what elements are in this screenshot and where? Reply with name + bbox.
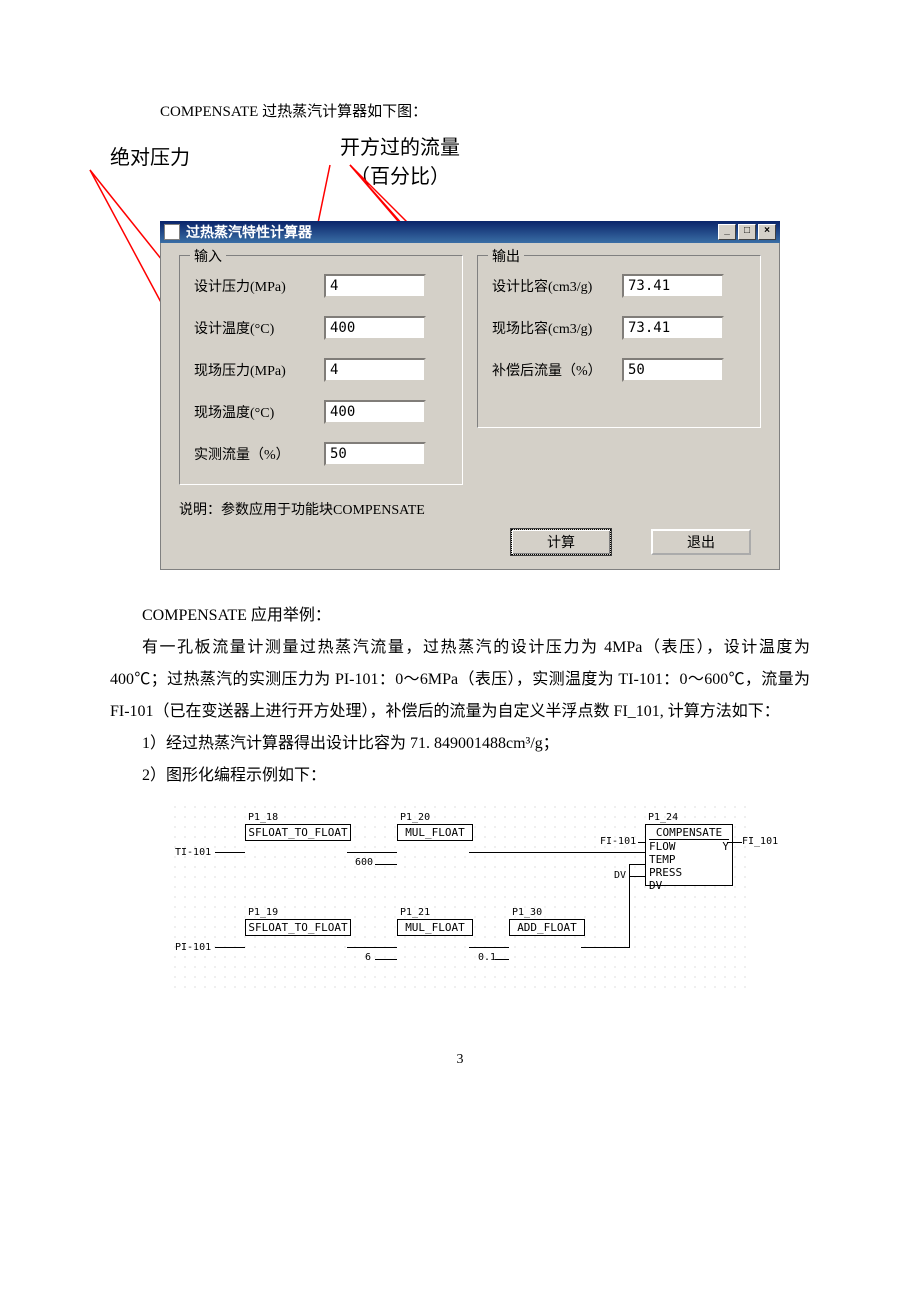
- titlebar: 过热蒸汽特性计算器 _ □ ×: [160, 221, 780, 243]
- output-group-title: 输出: [488, 246, 524, 266]
- block-p1-30-tag: P1_30: [512, 907, 542, 918]
- signal-fi101-in: FI-101: [600, 836, 636, 847]
- output-group: 输出 设计比容(cm3/g) 现场比容(cm3/g) 补偿后流量（%）: [477, 255, 761, 428]
- block-p1-19: SFLOAT_TO_FLOAT: [245, 919, 351, 936]
- block-p1-18-tag: P1_18: [248, 812, 278, 823]
- measured-flow-input[interactable]: [324, 442, 426, 466]
- site-pressure-label: 现场压力(MPa): [194, 360, 324, 380]
- signal-fi101-out: FI_101: [742, 836, 778, 847]
- measured-flow-label: 实测流量（%）: [194, 444, 324, 464]
- calculate-button[interactable]: 计算: [511, 529, 611, 555]
- annotation-area: 绝对压力 开方过的流量 （百分比）: [110, 141, 810, 221]
- minimize-button[interactable]: _: [718, 224, 736, 240]
- block-p1-21: MUL_FLOAT: [397, 919, 473, 936]
- annotation-sqrt-flow: 开方过的流量 （百分比）: [340, 131, 460, 189]
- note-text: 说明：参数应用于功能块COMPENSATE: [179, 499, 761, 519]
- example-item-2: 2）图形化编程示例如下：: [110, 760, 810, 792]
- window-title: 过热蒸汽特性计算器: [186, 222, 312, 242]
- close-button[interactable]: ×: [758, 224, 776, 240]
- app-icon: [164, 224, 180, 240]
- calculator-window: 过热蒸汽特性计算器 _ □ × 输入 设计压力(MPa) 设计温度(°C): [160, 221, 780, 570]
- annotation-absolute-pressure: 绝对压力: [110, 141, 190, 170]
- site-volume-label: 现场比容(cm3/g): [492, 318, 622, 338]
- const-6: 6: [365, 952, 371, 963]
- design-temp-input[interactable]: [324, 316, 426, 340]
- input-group: 输入 设计压力(MPa) 设计温度(°C) 现场压力(MPa) 现场温度: [179, 255, 463, 485]
- site-temp-label: 现场温度(°C): [194, 402, 324, 422]
- block-p1-19-tag: P1_19: [248, 907, 278, 918]
- block-p1-20-tag: P1_20: [400, 812, 430, 823]
- block-p1-21-tag: P1_21: [400, 907, 430, 918]
- signal-dv: DV: [614, 870, 626, 881]
- example-paragraph: 有一孔板流量计测量过热蒸汽流量，过热蒸汽的设计压力为 4MPa（表压），设计温度…: [110, 632, 810, 728]
- comp-flow-output: [622, 358, 724, 382]
- const-600: 600: [355, 857, 373, 868]
- maximize-button[interactable]: □: [738, 224, 756, 240]
- signal-pi101: PI-101: [175, 942, 211, 953]
- design-volume-label: 设计比容(cm3/g): [492, 276, 622, 296]
- comp-flow-label: 补偿后流量（%）: [492, 360, 622, 380]
- design-pressure-input[interactable]: [324, 274, 426, 298]
- block-p1-24: COMPENSATE FLOWY TEMP PRESS DV: [645, 824, 733, 886]
- input-group-title: 输入: [190, 246, 226, 266]
- example-item-1: 1）经过热蒸汽计算器得出设计比容为 71. 849001488cm³/g；: [110, 728, 810, 760]
- block-p1-18: SFLOAT_TO_FLOAT: [245, 824, 351, 841]
- block-p1-30: ADD_FLOAT: [509, 919, 585, 936]
- site-pressure-input[interactable]: [324, 358, 426, 382]
- block-p1-24-tag: P1_24: [648, 812, 678, 823]
- page-number: 3: [110, 1052, 810, 1068]
- exit-button[interactable]: 退出: [651, 529, 751, 555]
- function-block-diagram: TI-101 P1_18 SFLOAT_TO_FLOAT 600 P1_20 M…: [170, 802, 750, 992]
- signal-ti101: TI-101: [175, 847, 211, 858]
- intro-heading: COMPENSATE 过热蒸汽计算器如下图：: [160, 100, 810, 121]
- block-p1-20: MUL_FLOAT: [397, 824, 473, 841]
- body-text: COMPENSATE 应用举例： 有一孔板流量计测量过热蒸汽流量，过热蒸汽的设计…: [110, 600, 810, 792]
- design-volume-output: [622, 274, 724, 298]
- example-heading: COMPENSATE 应用举例：: [110, 600, 810, 632]
- const-0-1: 0.1: [478, 952, 496, 963]
- design-pressure-label: 设计压力(MPa): [194, 276, 324, 296]
- site-temp-input[interactable]: [324, 400, 426, 424]
- site-volume-output: [622, 316, 724, 340]
- design-temp-label: 设计温度(°C): [194, 318, 324, 338]
